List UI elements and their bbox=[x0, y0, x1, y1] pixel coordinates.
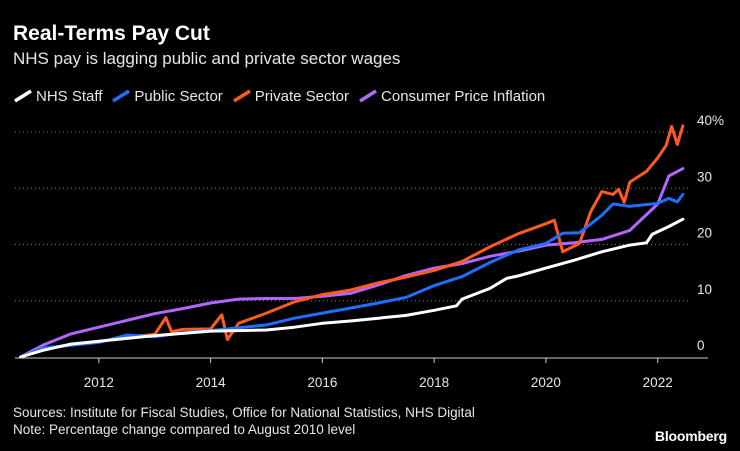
x-tick-label-2022: 2022 bbox=[643, 375, 673, 390]
legend-item-nhs-staff: NHS Staff bbox=[13, 88, 102, 105]
x-tick-label-2014: 2014 bbox=[196, 375, 227, 390]
chart-subtitle: NHS pay is lagging public and private se… bbox=[13, 49, 401, 68]
sources-note: Sources: Institute for Fiscal Studies, O… bbox=[13, 405, 475, 420]
chart-title: Real-Terms Pay Cut bbox=[13, 22, 210, 45]
series-line-public-sector bbox=[19, 192, 685, 359]
legend-label-public-sector: Public Sector bbox=[134, 87, 223, 105]
series-line-private-sector bbox=[19, 124, 685, 359]
y-tick-label-30: 30 bbox=[697, 169, 712, 184]
y-tick-label-0: 0 bbox=[697, 338, 705, 353]
legend-item-public-sector: Public Sector bbox=[111, 87, 223, 105]
legend-swatch-private-sector bbox=[232, 89, 251, 103]
legend-label-private-sector: Private Sector bbox=[254, 87, 350, 105]
legend-swatch-nhs-staff bbox=[14, 89, 32, 103]
series-line-nhs-staff bbox=[19, 217, 685, 359]
x-tick-label-2020: 2020 bbox=[531, 375, 561, 390]
legend-swatch-consumer-price-inflation bbox=[359, 89, 377, 103]
legend-swatch-public-sector bbox=[112, 89, 131, 103]
percentage-note: Note: Percentage change compared to Augu… bbox=[13, 422, 356, 437]
x-tick-label-2016: 2016 bbox=[307, 375, 337, 390]
legend-item-consumer-price-inflation: Consumer Price Inflation bbox=[358, 88, 545, 105]
legend-label-consumer-price-inflation: Consumer Price Inflation bbox=[381, 87, 546, 105]
bloomberg-logo: Bloomberg bbox=[654, 428, 727, 444]
y-tick-label-10: 10 bbox=[697, 282, 712, 297]
chart-footer: Sources: Institute for Fiscal Studies, O… bbox=[13, 404, 475, 438]
legend-label-nhs-staff: NHS Staff bbox=[36, 87, 103, 105]
x-tick-label-2012: 2012 bbox=[84, 375, 114, 390]
chart-legend: NHS Staff Public Sector Private Sector C… bbox=[13, 86, 554, 106]
y-tick-label-20: 20 bbox=[697, 226, 712, 241]
legend-item-private-sector: Private Sector bbox=[232, 88, 349, 105]
series-line-consumer-price-inflation bbox=[19, 167, 685, 359]
x-tick-label-2018: 2018 bbox=[419, 375, 449, 390]
y-tick-label-40: 40% bbox=[697, 113, 724, 128]
